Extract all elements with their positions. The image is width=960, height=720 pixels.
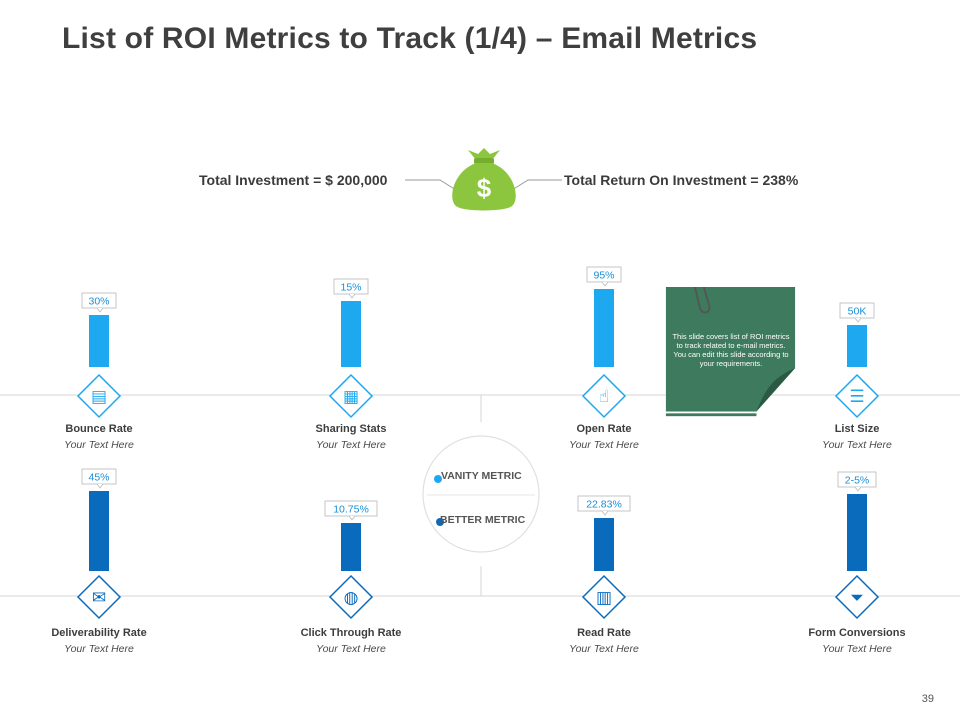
- metric-sharing-stats: 15% ▦ Sharing Stats Your Text Here: [316, 278, 387, 451]
- metric-click-through-rate: 10.75% ◍ Click Through Rate Your Text Here: [301, 500, 402, 655]
- bar-value-label: 45%: [88, 472, 109, 484]
- metric-deliverability-rate: 45% ✉ Deliverability Rate Your Text Here: [51, 468, 147, 655]
- total-investment-text: Total Investment = $ 200,000: [199, 172, 388, 188]
- bar: [341, 301, 361, 367]
- vanity-legend-label: VANITY METRIC: [441, 470, 522, 482]
- bar: [847, 325, 867, 367]
- icon-holder: [581, 574, 627, 620]
- icon-holder: [834, 373, 880, 419]
- category-subtext: Your Text Here: [316, 643, 386, 655]
- metric-bounce-rate: 30% ▤ Bounce Rate Your Text Here: [64, 292, 134, 451]
- category-subtext: Your Text Here: [569, 439, 639, 451]
- icon-holder: [581, 373, 627, 419]
- category-subtext: Your Text Here: [64, 439, 134, 451]
- bar-value-label: 10.75%: [333, 504, 369, 516]
- money-bag-icon: $: [405, 148, 562, 211]
- better-legend-label: BETTER METRIC: [440, 514, 526, 526]
- note-text: This slide covers list of ROI metrics to…: [672, 332, 790, 368]
- metric-legend: VANITY METRIC BETTER METRIC: [422, 435, 540, 553]
- bar: [594, 289, 614, 367]
- bar: [847, 494, 867, 571]
- icon-holder: [834, 574, 880, 620]
- svg-text:$: $: [477, 173, 492, 203]
- bar: [89, 315, 109, 367]
- metric-read-rate: 22.83% ▥ Read Rate Your Text Here: [569, 495, 639, 655]
- category-label: List Size: [835, 423, 880, 435]
- hand-globe-icon: ◍: [344, 588, 359, 608]
- category-label: Sharing Stats: [316, 423, 387, 435]
- bar: [89, 491, 109, 571]
- funnel-money-icon: ⏷: [850, 588, 864, 608]
- paperclip-icon: [694, 287, 711, 314]
- category-label: Open Rate: [576, 423, 631, 435]
- bar-value-label: 15%: [340, 282, 361, 294]
- touch-icon: ☝: [599, 387, 609, 407]
- total-return-text: Total Return On Investment = 238%: [564, 172, 799, 188]
- page-number: 39: [921, 693, 934, 705]
- bar: [594, 518, 614, 571]
- category-label: Form Conversions: [808, 627, 905, 639]
- category-label: Read Rate: [577, 627, 631, 639]
- metric-list-size: 50K ☰ List Size Your Text Here: [822, 302, 892, 451]
- bar: [341, 523, 361, 571]
- icon-holder: [76, 574, 122, 620]
- metric-form-conversions: 2-5% ⏷ Form Conversions Your Text Here: [808, 471, 906, 655]
- page-title: List of ROI Metrics to Track (1/4) – Ema…: [62, 22, 758, 55]
- list-icon: ☰: [849, 387, 864, 407]
- icon-holder: [328, 574, 374, 620]
- category-subtext: Your Text Here: [316, 439, 386, 451]
- vanity-legend-dot: [434, 475, 442, 483]
- open-book-icon: ▥: [596, 588, 612, 608]
- category-label: Deliverability Rate: [51, 627, 146, 639]
- category-subtext: Your Text Here: [64, 643, 134, 655]
- category-label: Click Through Rate: [301, 627, 402, 639]
- bar-value-label: 50K: [848, 306, 867, 318]
- browser-icon: ▤: [91, 387, 107, 407]
- bar-value-label: 2-5%: [845, 475, 870, 487]
- metric-open-rate: 95% ☝ Open Rate Your Text Here: [569, 266, 639, 451]
- category-subtext: Your Text Here: [569, 643, 639, 655]
- bar-value-label: 30%: [88, 296, 109, 308]
- icon-holder: [76, 373, 122, 419]
- category-subtext: Your Text Here: [822, 643, 892, 655]
- better-legend-dot: [436, 518, 444, 526]
- category-label: Bounce Rate: [65, 423, 132, 435]
- bar-value-label: 22.83%: [586, 499, 622, 511]
- envelope-chart-icon: ✉: [92, 588, 106, 608]
- share-devices-icon: ▦: [343, 387, 359, 407]
- icon-holder: [328, 373, 374, 419]
- bar-value-label: 95%: [593, 270, 614, 282]
- sticky-note: [665, 287, 796, 417]
- category-subtext: Your Text Here: [822, 439, 892, 451]
